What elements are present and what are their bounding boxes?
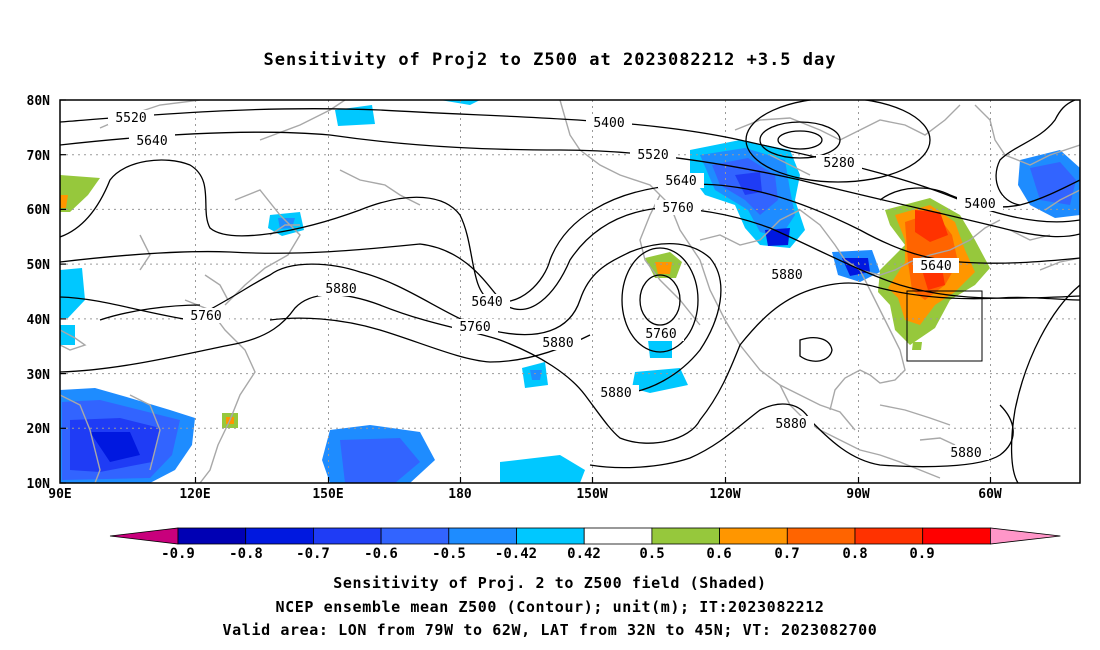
colorbar-label: 0.9	[909, 546, 934, 562]
contour-label: 5760	[183, 308, 229, 324]
svg-text:5880: 5880	[771, 268, 802, 283]
contour-label-group: 5520 5640 5400 5520 5640 5760 5280 5400 …	[108, 110, 1003, 461]
svg-text:5400: 5400	[964, 197, 995, 212]
colorbar-label: 0.8	[842, 546, 867, 562]
svg-text:5880: 5880	[775, 417, 806, 432]
colorbar-label: 0.5	[639, 546, 664, 562]
svg-text:5400: 5400	[593, 116, 624, 131]
colorbar-segment	[719, 527, 788, 545]
svg-text:5640: 5640	[136, 134, 167, 149]
svg-text:5640: 5640	[920, 259, 951, 274]
svg-text:5520: 5520	[637, 148, 668, 163]
lon-label: 90E	[48, 487, 71, 502]
lat-label: 30N	[27, 368, 51, 383]
colorbar-label: -0.8	[229, 546, 263, 562]
colorbar-segment	[448, 527, 517, 545]
contour-label: 5640	[913, 258, 959, 274]
svg-text:5760: 5760	[459, 320, 490, 335]
colorbar-left-arrow	[109, 527, 179, 545]
contour-label: 5880	[318, 281, 364, 297]
colorbar-labels: -0.9 -0.8 -0.7 -0.6 -0.5 -0.42 0.42 0.5 …	[161, 546, 935, 562]
colorbar-segment	[312, 527, 382, 545]
valid-area-box	[906, 290, 983, 362]
svg-text:5520: 5520	[115, 111, 146, 126]
lat-label: 10N	[27, 477, 51, 492]
colorbar-segment	[854, 527, 924, 545]
contour-label: 5880	[593, 385, 639, 401]
lon-label: 150W	[576, 487, 607, 502]
lat-labels: 80N 70N 60N 50N 40N 30N 20N 10N	[27, 94, 51, 492]
colorbar-label: 0.6	[706, 546, 731, 562]
contour-label: 5880	[764, 267, 810, 283]
caption-shading: Sensitivity of Proj. 2 to Z500 field (Sh…	[333, 574, 767, 592]
svg-text:5760: 5760	[190, 309, 221, 324]
lon-label: 60W	[978, 487, 1002, 502]
svg-text:5640: 5640	[665, 174, 696, 189]
contour-label: 5640	[464, 294, 510, 310]
colorbar-segment	[786, 527, 856, 545]
contour-label: 5760	[655, 200, 701, 216]
plot-frame	[59, 99, 1081, 484]
lon-label: 120E	[179, 487, 210, 502]
colorbar-segment	[651, 527, 721, 545]
lon-label: 180	[448, 487, 472, 502]
contour-label: 5640	[658, 173, 704, 189]
colorbar-segment	[922, 527, 991, 545]
colorbar-segment	[177, 527, 247, 545]
colorbar-segment	[516, 527, 585, 545]
contour-label: 5760	[452, 319, 498, 335]
lon-label: 90W	[846, 487, 870, 502]
colorbar-segment	[583, 527, 653, 545]
svg-text:5640: 5640	[471, 295, 502, 310]
svg-text:5880: 5880	[325, 282, 356, 297]
lat-label: 20N	[27, 422, 51, 437]
colorbar-label: 0.7	[774, 546, 799, 562]
svg-text:5880: 5880	[950, 446, 981, 461]
lon-labels: 90E 120E 150E 180 150W 120W 90W 60W	[48, 487, 1002, 502]
colorbar-label: -0.9	[161, 546, 195, 562]
svg-text:5280: 5280	[823, 156, 854, 171]
contour-label: 5880	[943, 445, 989, 461]
lat-label: 50N	[27, 258, 51, 273]
contour-label: 5400	[957, 196, 1003, 212]
lat-label: 80N	[27, 94, 51, 109]
svg-text:5760: 5760	[662, 201, 693, 216]
axis-ticks	[60, 99, 992, 484]
lat-label: 70N	[27, 149, 51, 164]
lon-label: 120W	[709, 487, 740, 502]
svg-text:5880: 5880	[542, 336, 573, 351]
plot-title: Sensitivity of Proj2 to Z500 at 20230822…	[263, 50, 837, 70]
z500-contours	[60, 100, 1080, 483]
colorbar-right-arrow	[990, 527, 1061, 545]
contour-label: 5880	[768, 416, 814, 432]
colorbar-label: -0.42	[495, 546, 537, 562]
contour-label: 5280	[816, 155, 862, 171]
colorbar-segment	[380, 527, 450, 545]
caption-valid-area: Valid area: LON from 79W to 62W, LAT fro…	[222, 621, 878, 639]
contour-label: 5400	[586, 115, 632, 131]
lon-label: 150E	[312, 487, 343, 502]
colorbar: -0.9 -0.8 -0.7 -0.6 -0.5 -0.42 0.42 0.5 …	[109, 527, 1061, 562]
lat-label: 40N	[27, 313, 51, 328]
colorbar-label: 0.42	[567, 546, 601, 562]
contour-label: 5760	[638, 326, 684, 342]
svg-text:5880: 5880	[600, 386, 631, 401]
colorbar-label: -0.6	[364, 546, 398, 562]
colorbar-segment	[245, 527, 314, 545]
colorbar-label: -0.5	[432, 546, 466, 562]
lat-label: 60N	[27, 203, 51, 218]
contour-label: 5640	[129, 133, 175, 149]
contour-label: 5880	[535, 335, 581, 351]
contour-label: 5520	[630, 147, 676, 163]
caption-contour: NCEP ensemble mean Z500 (Contour); unit(…	[275, 598, 825, 616]
lat-lon-grid	[60, 100, 1080, 483]
contour-label: 5520	[108, 110, 154, 126]
colorbar-label: -0.7	[296, 546, 330, 562]
svg-text:5760: 5760	[645, 327, 676, 342]
